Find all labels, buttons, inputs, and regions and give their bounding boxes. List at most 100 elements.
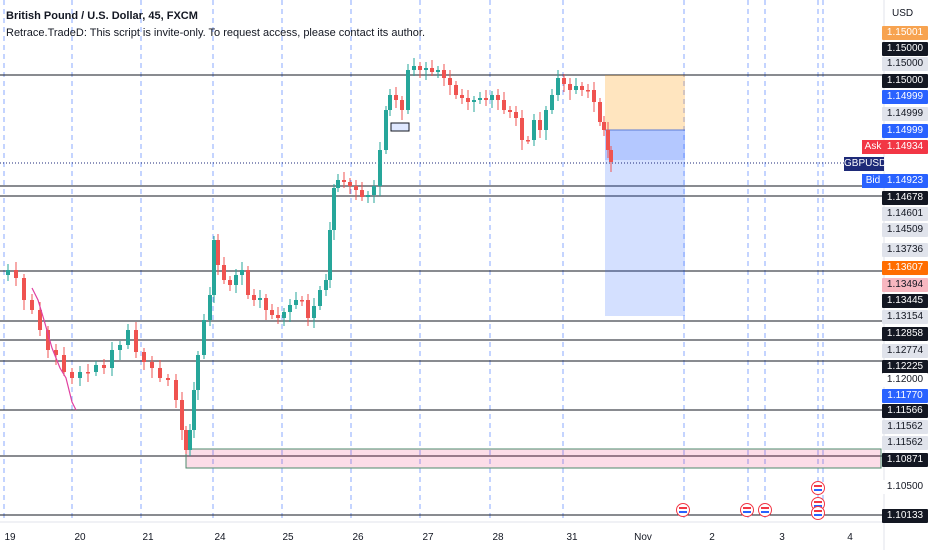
candle-body [508,110,512,112]
candle-body [222,265,226,280]
candle-body [180,400,184,430]
candle-body [126,330,130,345]
candle-body [454,85,458,95]
candle-body [520,118,524,140]
candle-body [394,95,398,100]
candle-body [166,378,170,380]
candle-body [102,365,106,368]
indicator-line [31,287,77,411]
candle-body [184,430,188,450]
candle-body [384,110,388,150]
price-label: 1.11562 [882,420,928,434]
time-label: 19 [4,532,16,543]
candle-body [490,95,494,100]
currency-label[interactable]: USD [892,8,914,19]
candle-body [526,140,530,142]
candle-body [30,300,34,310]
price-label: 1.10871 [882,453,928,467]
candle-body [400,100,404,110]
candle-body [196,355,200,390]
bid-tag: Bid [862,174,884,188]
candle-body [372,186,376,195]
us-flag-event-icon[interactable] [811,506,825,520]
candle-body [312,306,316,318]
candle-body [460,95,464,98]
candle-body [502,100,506,110]
candle-body [436,70,440,72]
candle-body [418,66,422,70]
candle-body [14,270,18,278]
candle-body [424,68,428,70]
price-label: 1.15000 [882,74,928,88]
candle-body [442,70,446,78]
candle-body [406,70,410,110]
candle-body [252,295,256,300]
candle-body [142,352,146,362]
candle-body [188,430,192,450]
candle-body [54,350,58,355]
price-label: 1.13494 [882,278,928,292]
candle-body [354,186,358,190]
candle-body [70,372,74,378]
us-flag-event-icon[interactable] [676,503,690,517]
candle-body [609,150,613,162]
price-label: 1.13445 [882,294,928,308]
us-flag-event-icon[interactable] [758,503,772,517]
candle-body [598,102,602,122]
candle-body [562,78,566,84]
candle-body [264,298,268,310]
price-label: 1.14999 [882,90,928,104]
candle-body [46,330,50,350]
candle-body [556,78,560,95]
candle-body [86,372,90,374]
price-label: 1.10133 [882,509,928,523]
time-label: 28 [492,532,504,543]
candle-body [324,280,328,290]
price-label: 1.15001 [882,26,928,40]
stop-loss-zone [605,75,685,130]
candle-body [22,278,26,300]
candle-body [276,315,280,318]
price-label: 1.11770 [882,389,928,403]
symbol-tag: GBPUSD [844,157,887,171]
candle-body [6,270,10,275]
us-flag-event-icon[interactable] [811,481,825,495]
time-label: 2 [709,532,715,543]
price-label: 1.14678 [882,191,928,205]
ask-tag: Ask [862,140,884,154]
candle-body [592,90,596,102]
candle-body [466,98,470,102]
candle-body [586,90,590,92]
price-label: 1.14923 [882,174,928,188]
candle-body [38,310,42,330]
candle-body [388,95,392,110]
time-label: 31 [566,532,578,543]
symbol-title[interactable]: British Pound / U.S. Dollar, 45, FXCM [6,10,198,22]
time-label: 26 [352,532,364,543]
candle-body [216,240,220,265]
indicator-note: Retrace.TradeD: This script is invite-on… [6,27,426,39]
candle-body [258,298,262,300]
candle-body [174,380,178,400]
candle-body [550,95,554,110]
candle-body [580,86,584,90]
candle-body [532,120,536,140]
candle-body [246,270,250,295]
candle-body [318,290,322,306]
candle-body [544,110,548,130]
us-flag-event-icon[interactable] [740,503,754,517]
price-label: 1.13154 [882,310,928,324]
candle-body [496,95,500,100]
candle-body [158,368,162,378]
time-label: 24 [214,532,226,543]
price-label: 1.12774 [882,344,928,358]
candle-body [134,330,138,352]
candle-body [336,180,340,188]
price-label: 1.15000 [882,57,928,71]
marker-box [390,122,410,132]
candle-body [366,195,370,197]
price-label: 1.15000 [882,42,928,56]
price-label: 1.11562 [882,436,928,450]
price-label: 1.12225 [882,360,928,374]
